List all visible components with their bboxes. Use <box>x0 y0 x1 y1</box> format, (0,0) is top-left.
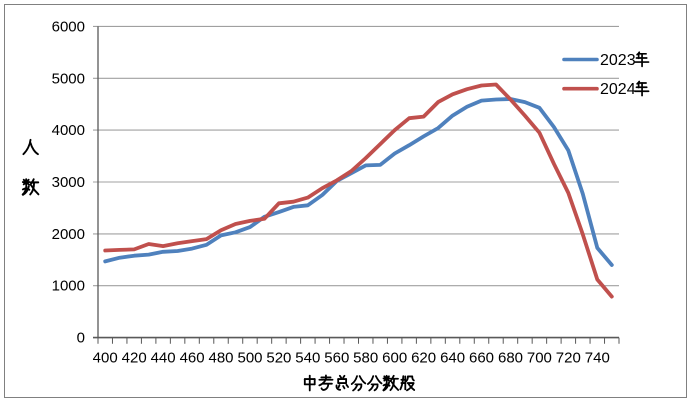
svg-text:640: 640 <box>440 349 465 366</box>
svg-text:620: 620 <box>411 349 436 366</box>
svg-text:420: 420 <box>122 349 147 366</box>
svg-text:480: 480 <box>208 349 233 366</box>
svg-text:460: 460 <box>180 349 205 366</box>
svg-text:6000: 6000 <box>52 18 85 35</box>
svg-text:2024: 2024 <box>600 81 636 98</box>
svg-text:540: 540 <box>295 349 320 366</box>
svg-text:720: 720 <box>556 349 581 366</box>
svg-text:500: 500 <box>237 349 262 366</box>
svg-text:580: 580 <box>353 349 378 366</box>
svg-text:600: 600 <box>382 349 407 366</box>
svg-text:400: 400 <box>93 349 118 366</box>
svg-text:2023: 2023 <box>600 52 636 69</box>
svg-text:740: 740 <box>585 349 610 366</box>
svg-text:3000: 3000 <box>52 174 85 191</box>
svg-text:1000: 1000 <box>52 278 85 295</box>
svg-text:2000: 2000 <box>52 226 85 243</box>
svg-text:560: 560 <box>324 349 349 366</box>
svg-text:440: 440 <box>151 349 176 366</box>
svg-text:520: 520 <box>266 349 291 366</box>
svg-text:4000: 4000 <box>52 122 85 139</box>
svg-text:680: 680 <box>498 349 523 366</box>
svg-text:5000: 5000 <box>52 70 85 87</box>
svg-text:660: 660 <box>469 349 494 366</box>
svg-text:0: 0 <box>77 330 85 347</box>
svg-text:700: 700 <box>527 349 552 366</box>
